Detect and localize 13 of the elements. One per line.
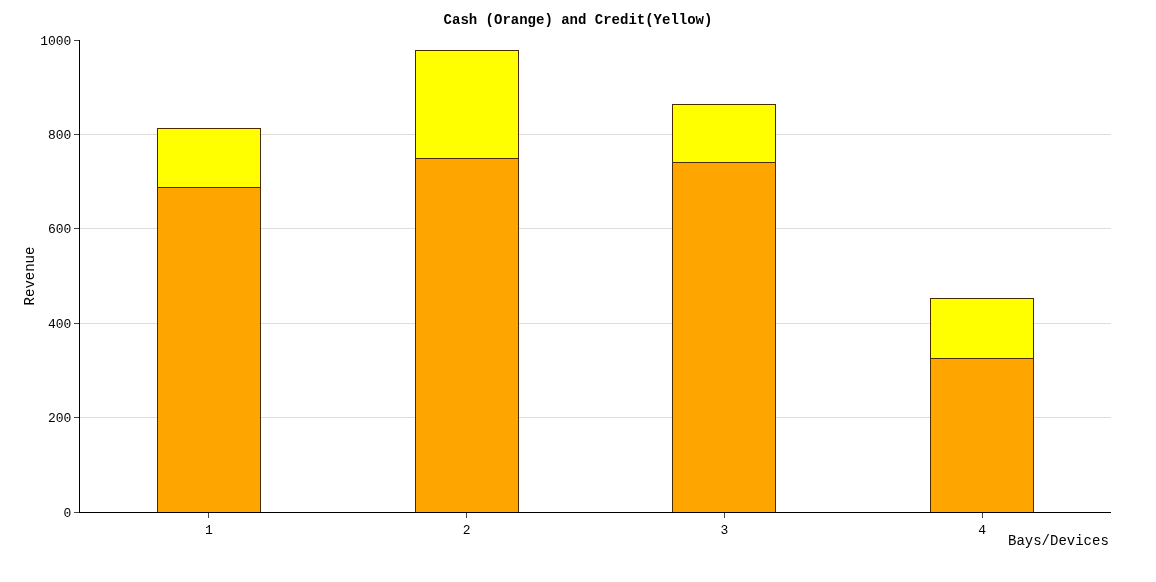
y-tick-label: 800 xyxy=(47,127,72,143)
x-tick-label: 3 xyxy=(720,522,729,538)
y-tick-label: 0 xyxy=(63,505,72,521)
y-tick-label: 600 xyxy=(47,222,72,238)
x-tick-label: 4 xyxy=(978,522,987,538)
y-tick-label: 1000 xyxy=(40,33,72,49)
x-axis-title: Bays/Devices xyxy=(1008,533,1109,549)
y-axis-title: Revenue xyxy=(21,246,38,306)
y-tick-label: 200 xyxy=(47,411,72,427)
x-tick-label: 1 xyxy=(204,522,213,538)
y-tick-label: 400 xyxy=(47,316,72,332)
chart-title: Cash (Orange) and Credit(Yellow) xyxy=(443,12,713,29)
x-tick-label: 2 xyxy=(462,522,471,538)
